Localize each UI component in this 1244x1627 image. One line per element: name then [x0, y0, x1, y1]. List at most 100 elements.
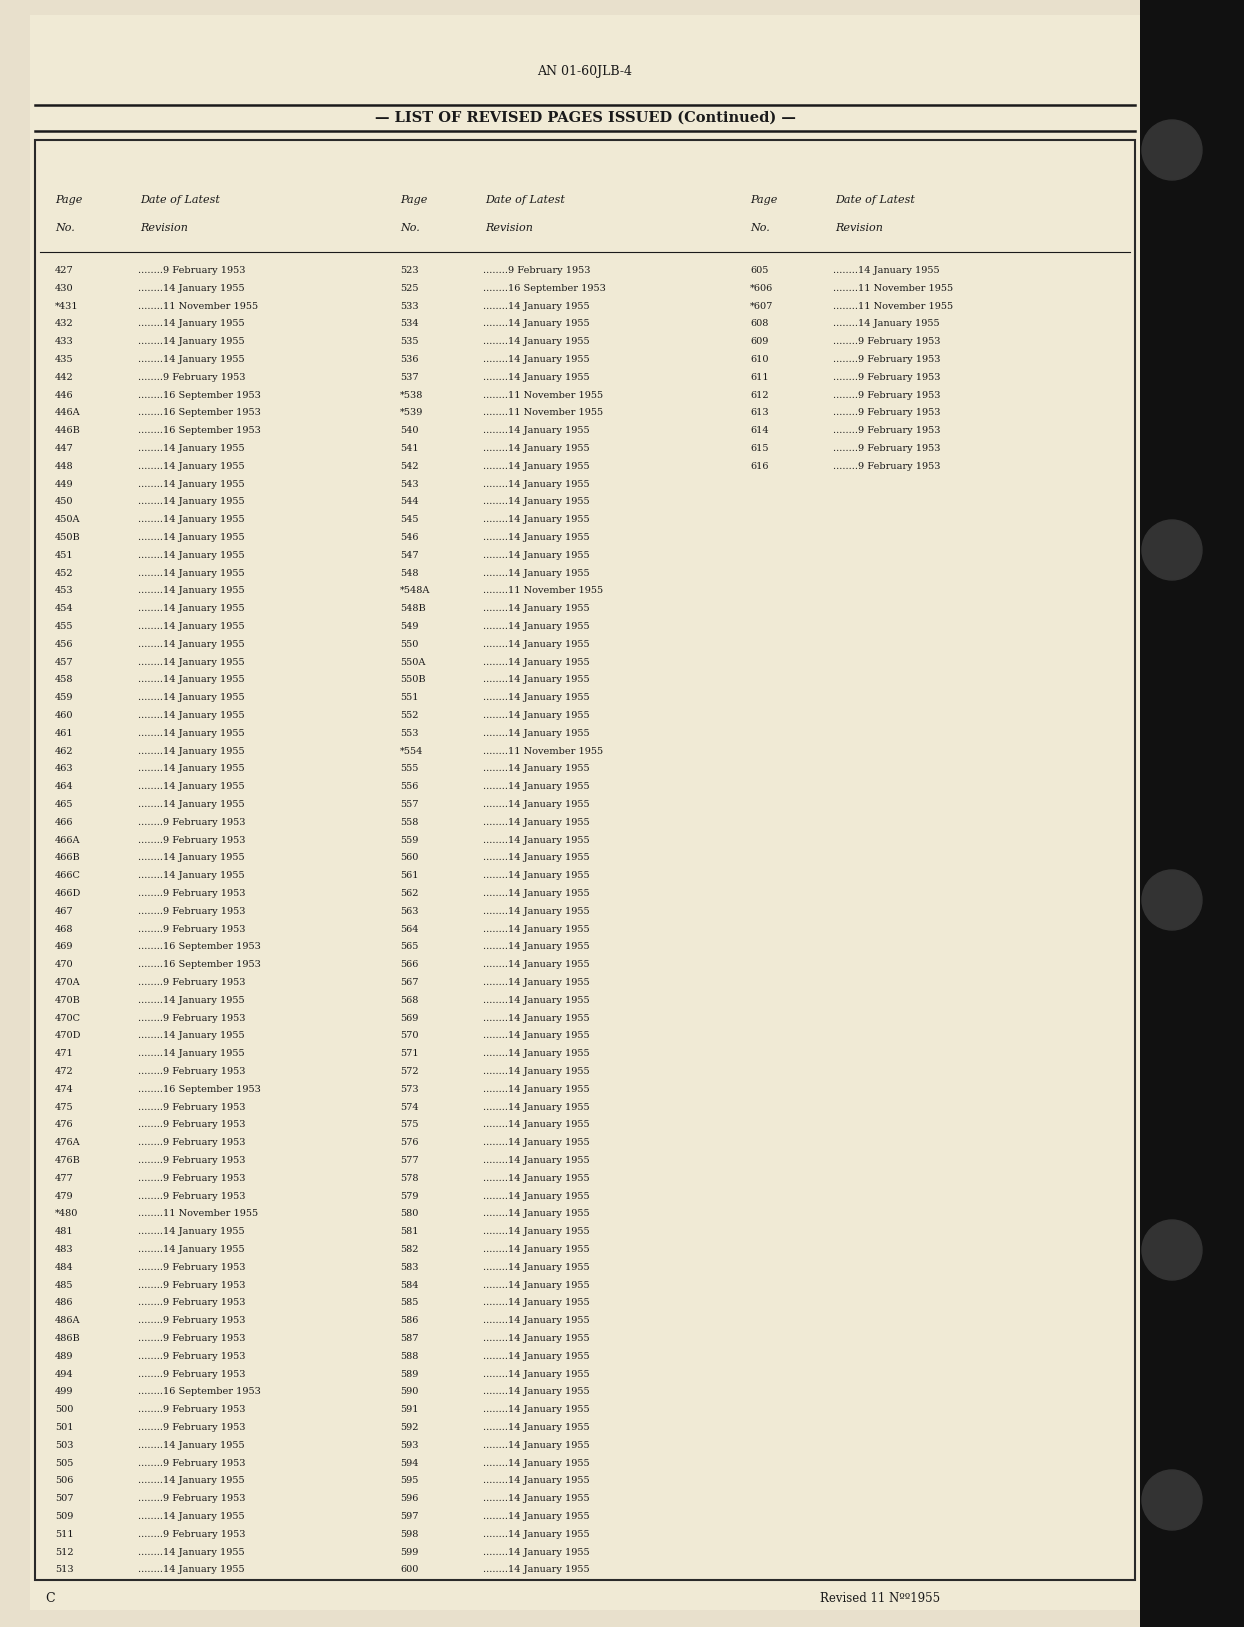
Text: ........14 January 1955: ........14 January 1955 — [483, 924, 590, 934]
Text: ........14 January 1955: ........14 January 1955 — [483, 444, 590, 452]
Text: 594: 594 — [401, 1458, 418, 1468]
Text: 567: 567 — [401, 978, 418, 988]
Text: 446: 446 — [55, 390, 73, 400]
Text: 582: 582 — [401, 1245, 418, 1254]
Text: ........9 February 1953: ........9 February 1953 — [833, 390, 940, 400]
Text: 578: 578 — [401, 1173, 418, 1183]
Text: ........9 February 1953: ........9 February 1953 — [138, 1067, 245, 1075]
Text: ........14 January 1955: ........14 January 1955 — [138, 1032, 245, 1040]
Text: 470A: 470A — [55, 978, 81, 988]
Text: ........9 February 1953: ........9 February 1953 — [138, 924, 245, 934]
Text: ........9 February 1953: ........9 February 1953 — [833, 355, 940, 364]
Text: 450: 450 — [55, 498, 73, 506]
Text: *538: *538 — [401, 390, 423, 400]
Text: 461: 461 — [55, 729, 73, 737]
Text: ........14 January 1955: ........14 January 1955 — [483, 729, 590, 737]
Text: ........16 September 1953: ........16 September 1953 — [138, 1388, 261, 1396]
Circle shape — [1142, 1220, 1202, 1280]
Text: Page: Page — [55, 195, 82, 205]
Text: ........14 January 1955: ........14 January 1955 — [483, 1511, 590, 1521]
Text: 568: 568 — [401, 996, 418, 1005]
Text: 513: 513 — [55, 1565, 73, 1575]
Text: 544: 544 — [401, 498, 419, 506]
Text: ........9 February 1953: ........9 February 1953 — [138, 1121, 245, 1129]
Text: 565: 565 — [401, 942, 418, 952]
Text: 466: 466 — [55, 818, 73, 827]
Text: ........14 January 1955: ........14 January 1955 — [483, 373, 590, 382]
Text: ........9 February 1953: ........9 February 1953 — [138, 1280, 245, 1290]
Text: ........14 January 1955: ........14 January 1955 — [483, 1085, 590, 1093]
Text: ........9 February 1953: ........9 February 1953 — [138, 373, 245, 382]
Text: 545: 545 — [401, 516, 418, 524]
Text: ........14 January 1955: ........14 January 1955 — [483, 1173, 590, 1183]
Text: ........14 January 1955: ........14 January 1955 — [483, 337, 590, 347]
Text: 585: 585 — [401, 1298, 418, 1308]
Text: ........11 November 1955: ........11 November 1955 — [138, 301, 258, 311]
Text: 534: 534 — [401, 319, 419, 329]
Text: 596: 596 — [401, 1494, 418, 1503]
Text: ........14 January 1955: ........14 January 1955 — [138, 854, 245, 862]
Text: 589: 589 — [401, 1370, 418, 1378]
Text: ........14 January 1955: ........14 January 1955 — [138, 337, 245, 347]
Text: ........14 January 1955: ........14 January 1955 — [483, 1458, 590, 1468]
Text: 466C: 466C — [55, 870, 81, 880]
Text: 612: 612 — [750, 390, 769, 400]
Text: ........9 February 1953: ........9 February 1953 — [138, 818, 245, 827]
Text: 468: 468 — [55, 924, 73, 934]
Text: ........14 January 1955: ........14 January 1955 — [483, 1476, 590, 1485]
Text: 533: 533 — [401, 301, 419, 311]
Text: 454: 454 — [55, 604, 73, 613]
Text: ........14 January 1955: ........14 January 1955 — [138, 996, 245, 1005]
Text: 474: 474 — [55, 1085, 73, 1093]
Text: 450B: 450B — [55, 534, 81, 542]
Text: ........14 January 1955: ........14 January 1955 — [483, 301, 590, 311]
Text: 470D: 470D — [55, 1032, 82, 1040]
Text: ........16 September 1953: ........16 September 1953 — [138, 426, 261, 434]
Text: ........14 January 1955: ........14 January 1955 — [138, 1227, 245, 1237]
Text: ........16 September 1953: ........16 September 1953 — [138, 960, 261, 970]
Text: 547: 547 — [401, 552, 419, 560]
Text: 477: 477 — [55, 1173, 73, 1183]
Text: ........9 February 1953: ........9 February 1953 — [138, 1298, 245, 1308]
Text: ........14 January 1955: ........14 January 1955 — [483, 657, 590, 667]
Text: ........14 January 1955: ........14 January 1955 — [483, 1067, 590, 1075]
Text: ........14 January 1955: ........14 January 1955 — [138, 1049, 245, 1058]
Text: ........14 January 1955: ........14 January 1955 — [483, 1298, 590, 1308]
Text: *607: *607 — [750, 301, 774, 311]
Text: 456: 456 — [55, 639, 73, 649]
Text: 537: 537 — [401, 373, 419, 382]
Text: ........14 January 1955: ........14 January 1955 — [483, 568, 590, 578]
Circle shape — [1142, 1471, 1202, 1529]
Text: No.: No. — [401, 223, 419, 233]
Text: 432: 432 — [55, 319, 73, 329]
Text: ........11 November 1955: ........11 November 1955 — [483, 390, 603, 400]
Text: 446B: 446B — [55, 426, 81, 434]
Text: *606: *606 — [750, 283, 774, 293]
Text: 584: 584 — [401, 1280, 418, 1290]
Text: 575: 575 — [401, 1121, 418, 1129]
Text: ........14 January 1955: ........14 January 1955 — [138, 783, 245, 791]
Text: ........14 January 1955: ........14 January 1955 — [138, 534, 245, 542]
Text: Revision: Revision — [141, 223, 188, 233]
Text: 476: 476 — [55, 1121, 73, 1129]
Text: 592: 592 — [401, 1424, 418, 1432]
Text: 579: 579 — [401, 1191, 418, 1201]
Text: 486B: 486B — [55, 1334, 81, 1342]
Text: ........14 January 1955: ........14 January 1955 — [483, 480, 590, 488]
Text: ........14 January 1955: ........14 January 1955 — [483, 783, 590, 791]
Text: ........14 January 1955: ........14 January 1955 — [483, 1032, 590, 1040]
Text: 569: 569 — [401, 1014, 418, 1023]
Text: ........14 January 1955: ........14 January 1955 — [483, 1424, 590, 1432]
Circle shape — [1142, 120, 1202, 181]
Text: 457: 457 — [55, 657, 73, 667]
Text: ........11 November 1955: ........11 November 1955 — [138, 1209, 258, 1219]
Text: ........14 January 1955: ........14 January 1955 — [138, 1245, 245, 1254]
Text: 563: 563 — [401, 906, 418, 916]
Text: 580: 580 — [401, 1209, 418, 1219]
Text: 499: 499 — [55, 1388, 73, 1396]
Text: ........14 January 1955: ........14 January 1955 — [138, 1442, 245, 1450]
Text: ........14 January 1955: ........14 January 1955 — [483, 1157, 590, 1165]
Text: 472: 472 — [55, 1067, 73, 1075]
Text: ........14 January 1955: ........14 January 1955 — [483, 1388, 590, 1396]
Text: 469: 469 — [55, 942, 73, 952]
